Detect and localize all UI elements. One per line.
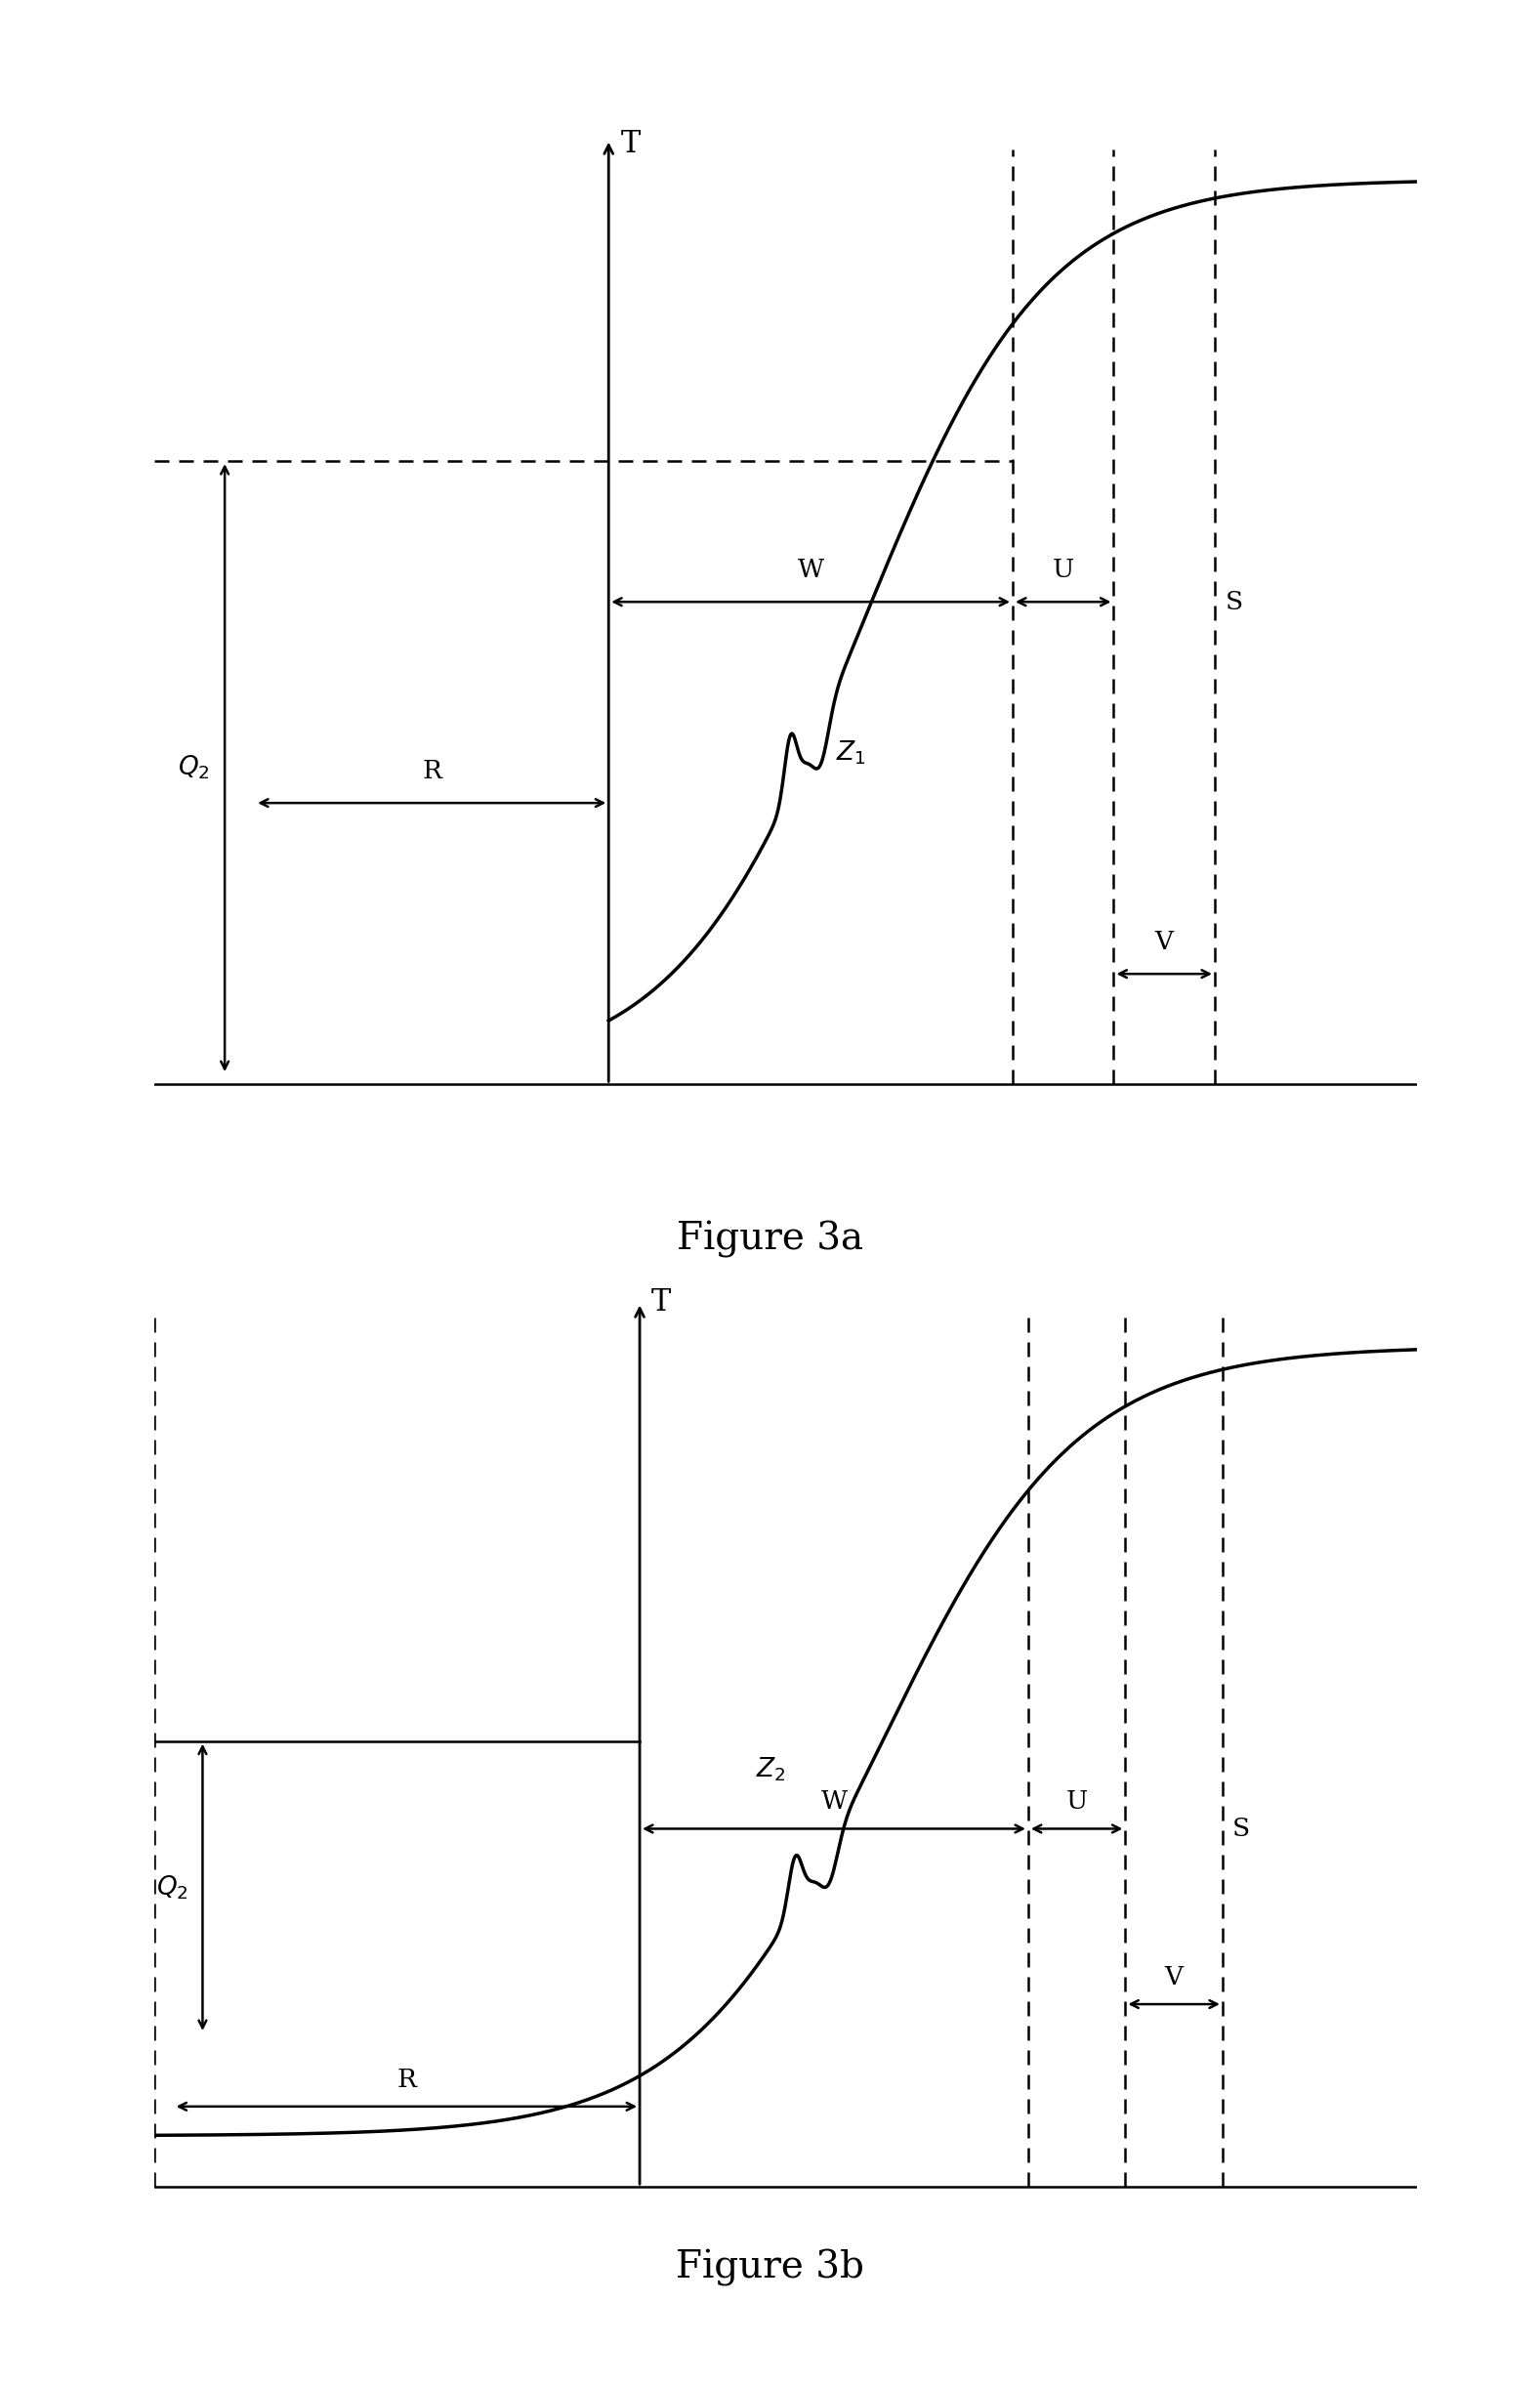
Text: U: U [1052,558,1073,582]
Text: Figure 3a: Figure 3a [676,1221,864,1259]
Text: $Z_1$: $Z_1$ [836,739,865,766]
Text: S: S [1224,589,1243,613]
Text: Figure 3b: Figure 3b [676,2249,864,2287]
Text: R: R [422,758,442,782]
Text: W: W [798,558,824,582]
Text: $Z_2$: $Z_2$ [756,1755,787,1784]
Text: V: V [1164,1965,1183,1989]
Text: W: W [821,1789,847,1815]
Text: R: R [397,2068,416,2092]
Text: V: V [1155,930,1173,954]
Text: T: T [621,129,641,160]
Text: $Q_2$: $Q_2$ [177,754,209,782]
Text: S: S [1232,1817,1250,1841]
Text: $Q_2$: $Q_2$ [156,1872,188,1901]
Text: U: U [1066,1789,1087,1815]
Text: T: T [651,1288,671,1317]
